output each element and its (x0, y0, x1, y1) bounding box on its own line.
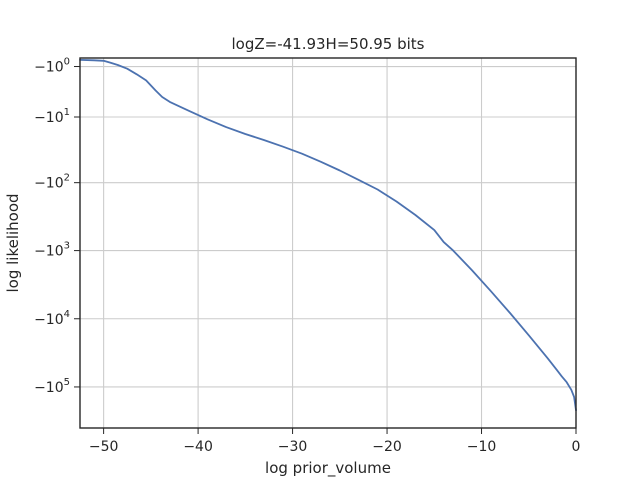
x-axis: −50 −40 −30 −20 −10 0 (89, 428, 581, 455)
y-tick-label: −101 (34, 107, 70, 126)
y-tick-label: −105 (34, 377, 70, 396)
y-tick-label: −104 (34, 309, 70, 328)
y-axis-label: log likelihood (4, 193, 22, 292)
y-tick-label: −100 (34, 57, 70, 76)
x-tick-label: −50 (89, 439, 119, 455)
series-line (79, 59, 577, 412)
y-tick-label: −102 (34, 173, 70, 192)
x-tick-label: −30 (278, 439, 308, 455)
x-tick-label: 0 (572, 439, 581, 455)
x-tick-label: −40 (183, 439, 213, 455)
series-layer (79, 59, 577, 412)
grid (80, 58, 577, 428)
x-axis-label: log prior_volume (265, 459, 391, 478)
plot-frame (79, 57, 577, 429)
y-axis: −100 −101 −102 −103 −104 −105 (34, 57, 80, 396)
y-tick-label: −103 (34, 241, 70, 260)
x-tick-label: −20 (372, 439, 402, 455)
chart-title: logZ=-41.93H=50.95 bits (231, 35, 424, 53)
x-tick-label: −10 (467, 439, 497, 455)
